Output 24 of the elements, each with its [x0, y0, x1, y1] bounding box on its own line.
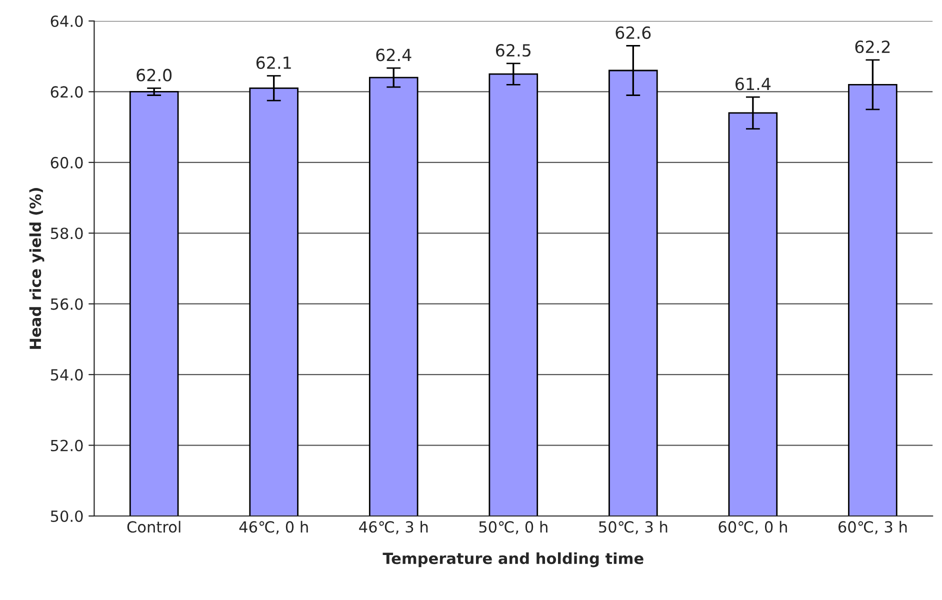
y-tick-label: 62.0 — [50, 86, 83, 98]
x-tick-label: 50℃, 3 h — [599, 520, 668, 534]
data-label: 62.0 — [136, 68, 172, 82]
data-label: 62.2 — [855, 40, 890, 54]
data-label: 62.1 — [256, 56, 291, 70]
x-tick-label: 60℃, 3 h — [838, 520, 907, 534]
y-tick-label: 64.0 — [50, 15, 83, 28]
x-tick-label: Control — [127, 520, 180, 533]
y-tick-label: 60.0 — [50, 156, 83, 168]
y-tick-label: 58.0 — [50, 228, 83, 240]
x-tick-label: 46℃, 3 h — [359, 520, 428, 534]
y-tick-label: 56.0 — [50, 298, 83, 310]
data-label: 62.6 — [616, 26, 651, 39]
x-tick-label: 50℃, 0 h — [479, 520, 548, 534]
data-label: 62.4 — [376, 48, 412, 62]
y-tick-label: 50.0 — [50, 510, 83, 522]
data-label: 61.4 — [736, 78, 771, 90]
data-label: 62.5 — [496, 44, 530, 57]
x-axis-title: Temperature and holding time — [382, 552, 644, 568]
y-tick-label: 52.0 — [50, 440, 83, 452]
y-tick-label: 54.0 — [50, 369, 83, 381]
y-axis-title: Head rice yield (%) — [29, 188, 44, 349]
x-tick-label: 60℃, 0 h — [718, 520, 787, 534]
x-tick-label: 46℃, 0 h — [239, 520, 308, 534]
